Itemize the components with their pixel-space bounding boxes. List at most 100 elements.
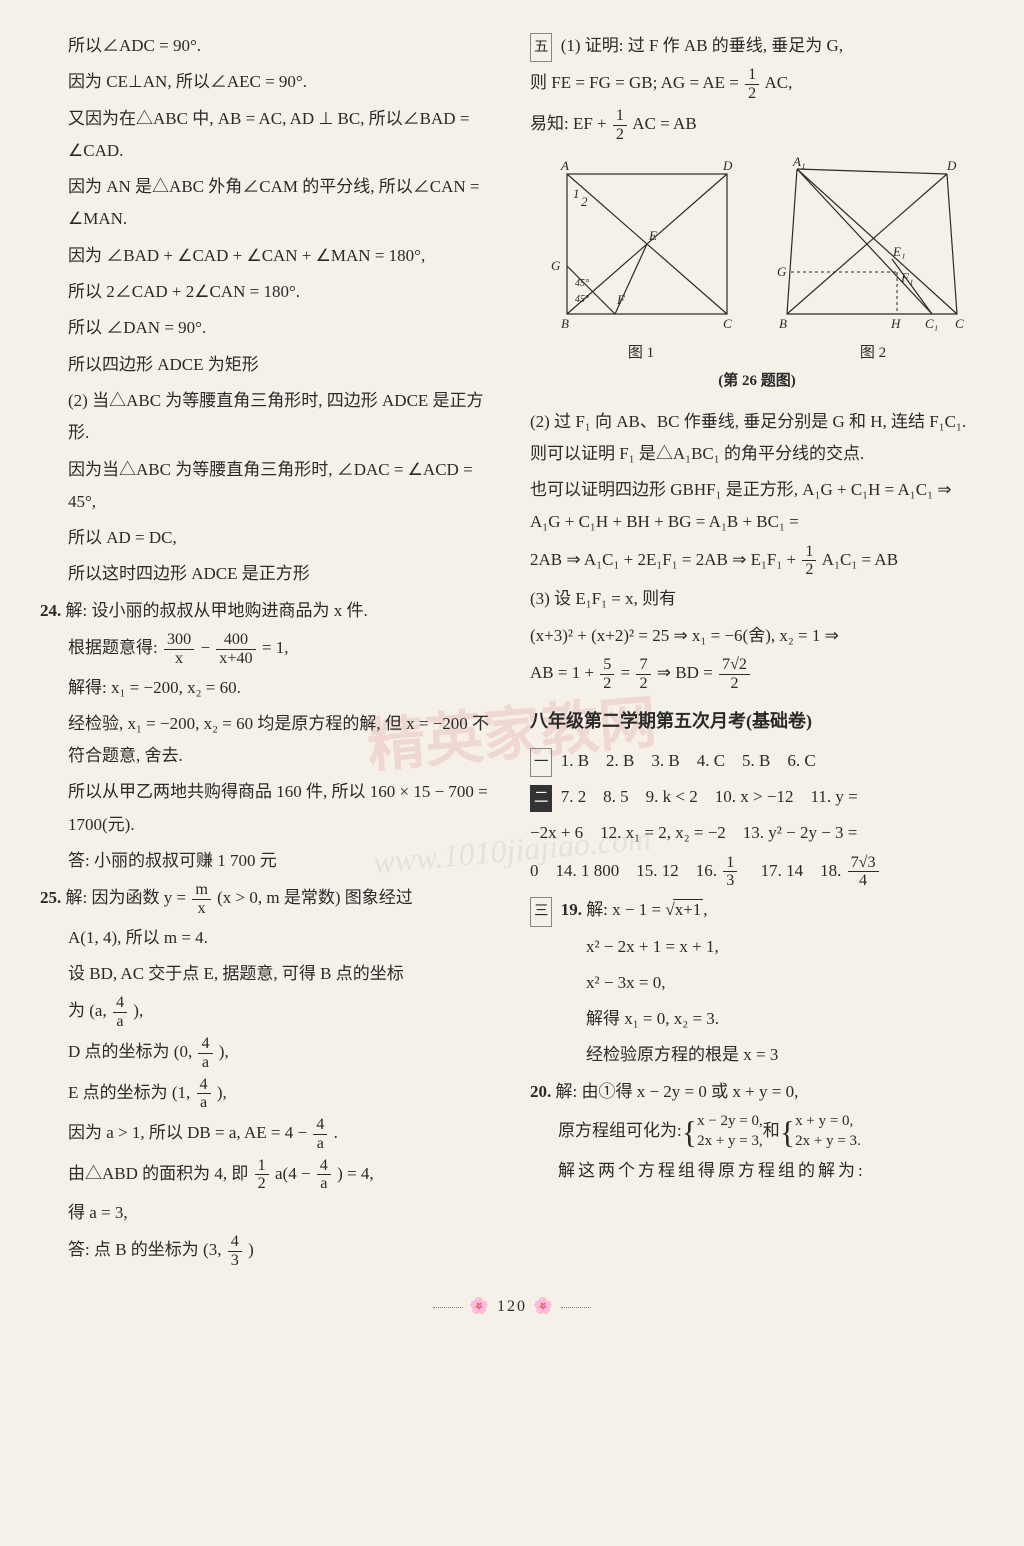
text-line: E 点的坐标为 (1, 4a ), — [40, 1076, 494, 1113]
fraction: 12 — [613, 107, 627, 144]
figure-1-svg: A D B C E F G 1 2 45° 45° — [537, 154, 747, 339]
svg-text:45°: 45° — [575, 294, 589, 305]
answer-row: 一 1. B 2. B 3. B 4. C 5. B 6. C — [530, 745, 984, 777]
answer-row: 二 7. 2 8. 5 9. k < 2 10. x > −12 11. y = — [530, 781, 984, 813]
svg-text:1: 1 — [573, 186, 580, 201]
section-tag: 三 — [530, 897, 552, 926]
section-tag: 一 — [530, 748, 552, 777]
text: 则 FE = FG = GB; AG = AE = — [530, 74, 743, 93]
fraction: 52 — [600, 656, 614, 693]
text: (1) 证明: 过 F 作 AB 的垂线, 垂足为 G, — [561, 36, 843, 55]
text-line: 答: 点 B 的坐标为 (3, 43 ) — [40, 1233, 494, 1270]
text-line: 为 (a, 4a ), — [40, 994, 494, 1031]
text-line: 因为 AN 是△ABC 外角∠CAM 的平分线, 所以∠CAN = ∠MAN. — [40, 171, 494, 236]
text: D 点的坐标为 (0, — [68, 1042, 196, 1061]
text: E 点的坐标为 (1, — [68, 1083, 195, 1102]
text: 因为 a > 1, 所以 DB = a, AE = 4 − — [68, 1123, 311, 1142]
fraction: mx — [192, 881, 211, 918]
text: ) = 4, — [337, 1164, 374, 1183]
text: 为 (a, — [68, 1002, 111, 1021]
text: ), — [217, 1083, 227, 1102]
fig2-caption: 图 2 — [762, 339, 984, 368]
svg-text:D: D — [722, 158, 733, 173]
text-line: x² − 3x = 0, — [530, 967, 984, 999]
text-line: 因为 CE⊥AN, 所以∠AEC = 90°. — [40, 66, 494, 98]
text-line: 经检验, x₁ = −200, x₂ = 60 均是原方程的解, 但 x = −… — [40, 708, 494, 773]
text-line: 所以四边形 ADCE 为矩形 — [40, 349, 494, 381]
fraction: 12 — [802, 543, 816, 580]
text-line: 所以这时四边形 ADCE 是正方形 — [40, 558, 494, 590]
text: 和 — [763, 1115, 780, 1147]
q25-line: 25. 解: 因为函数 y = mx (x > 0, m 是常数) 图象经过 — [40, 881, 494, 918]
text-line: 设 BD, AC 交于点 E, 据题意, 可得 B 点的坐标 — [40, 958, 494, 990]
text-line: 所以∠ADC = 90°. — [40, 30, 494, 62]
fraction: 4a — [198, 1035, 212, 1072]
fraction: 12 — [255, 1157, 269, 1194]
radicand: x+1 — [673, 899, 704, 919]
section-tag: 五 — [530, 33, 552, 62]
sqrt-icon — [665, 900, 672, 919]
text: (x > 0, m 是常数) 图象经过 — [217, 889, 413, 908]
text-line: 也可以证明四边形 GBHF₁ 是正方形, A₁G + C₁H = A₁C₁ ⇒ … — [530, 474, 984, 539]
fraction: 4a — [313, 1116, 327, 1153]
answer-row: −2x + 6 12. x₁ = 2, x₂ = −2 13. y² − 2y … — [530, 817, 984, 849]
svg-text:E₁: E₁ — [892, 244, 905, 259]
fraction: 4a — [113, 994, 127, 1031]
svg-text:E: E — [648, 228, 657, 243]
svg-text:F: F — [616, 292, 626, 307]
text-line: 得 a = 3, — [40, 1197, 494, 1229]
svg-text:F₁: F₁ — [900, 270, 913, 285]
fraction: 4a — [197, 1076, 211, 1113]
text-line: (2) 过 F₁ 向 AB、BC 作垂线, 垂足分别是 G 和 H, 连结 F₁… — [530, 406, 984, 471]
text-line: (3) 设 E₁F₁ = x, 则有 — [530, 583, 984, 615]
answer-row: 0 14. 1 800 15. 12 16. 13 17. 14 18. 7√3… — [530, 854, 984, 891]
text-line: 五 (1) 证明: 过 F 作 AB 的垂线, 垂足为 G, — [530, 30, 984, 62]
text: 易知: EF + — [530, 114, 611, 133]
text: = 1, — [262, 638, 289, 657]
right-column: 五 (1) 证明: 过 F 作 AB 的垂线, 垂足为 G, 则 FE = FG… — [530, 30, 984, 1274]
question-number: 25. — [40, 889, 61, 908]
svg-text:G: G — [551, 258, 561, 273]
text-line: 经检验原方程的根是 x = 3 — [530, 1039, 984, 1071]
text-line: 答: 小丽的叔叔可赚 1 700 元 — [40, 845, 494, 877]
text: 解: 因为函数 y = — [66, 889, 191, 908]
fraction: 400x+40 — [216, 631, 255, 668]
svg-text:45°: 45° — [575, 278, 589, 289]
section-title: 八年级第二学期第五次月考(基础卷) — [530, 704, 984, 738]
svg-text:B: B — [561, 316, 569, 331]
text-line: 又因为在△ABC 中, AB = AC, AD ⊥ BC, 所以∠BAD = ∠… — [40, 103, 494, 168]
text: AC = AB — [632, 114, 696, 133]
text-line: 则 FE = FG = GB; AG = AE = 12 AC, — [530, 66, 984, 103]
two-column-layout: 所以∠ADC = 90°. 因为 CE⊥AN, 所以∠AEC = 90°. 又因… — [40, 30, 984, 1274]
text: 根据题意得: — [68, 638, 158, 657]
text-line: 所以从甲乙两地共购得商品 160 件, 所以 160 × 15 − 700 = … — [40, 776, 494, 841]
text: ), — [133, 1002, 143, 1021]
left-column: 所以∠ADC = 90°. 因为 CE⊥AN, 所以∠AEC = 90°. 又因… — [40, 30, 494, 1274]
fraction: 12 — [745, 66, 759, 103]
text: ) — [248, 1241, 254, 1260]
svg-text:G: G — [777, 264, 787, 279]
text: 解: x − 1 = — [586, 900, 665, 919]
q20-line: 20. 解: 由①得 x − 2y = 0 或 x + y = 0, — [530, 1076, 984, 1108]
figure-main-caption: (第 26 题图) — [530, 367, 984, 396]
figure-2-svg: A₁ D B C C₁ E₁ F₁ G H — [757, 154, 977, 339]
svg-text:H: H — [890, 316, 901, 331]
text-line: 因为当△ABC 为等腰直角三角形时, ∠DAC = ∠ACD = 45°, — [40, 454, 494, 519]
text: 由△ABD 的面积为 4, 即 — [68, 1164, 253, 1183]
text-line: 解得: x₁ = −200, x₂ = 60. — [40, 672, 494, 704]
text-line: 解这两个方程组得原方程组的解为: — [530, 1155, 984, 1187]
text-line: A(1, 4), 所以 m = 4. — [40, 922, 494, 954]
fraction: 13 — [723, 854, 737, 891]
fraction: 43 — [228, 1233, 242, 1270]
svg-text:A: A — [560, 158, 569, 173]
svg-text:D: D — [946, 158, 957, 173]
text-line: 因为 ∠BAD + ∠CAD + ∠CAN + ∠MAN = 180°, — [40, 240, 494, 272]
text-line: 易知: EF + 12 AC = AB — [530, 107, 984, 144]
fraction: 7√22 — [719, 656, 750, 693]
text-line: 所以 2∠CAD + 2∠CAN = 180°. — [40, 276, 494, 308]
fig1-caption: 图 1 — [530, 339, 752, 368]
figure-block: A D B C E F G 1 2 45° 45° — [530, 154, 984, 396]
svg-text:C: C — [723, 316, 732, 331]
text-line: x² − 2x + 1 = x + 1, — [530, 931, 984, 963]
page-number: 120 — [40, 1292, 984, 1322]
